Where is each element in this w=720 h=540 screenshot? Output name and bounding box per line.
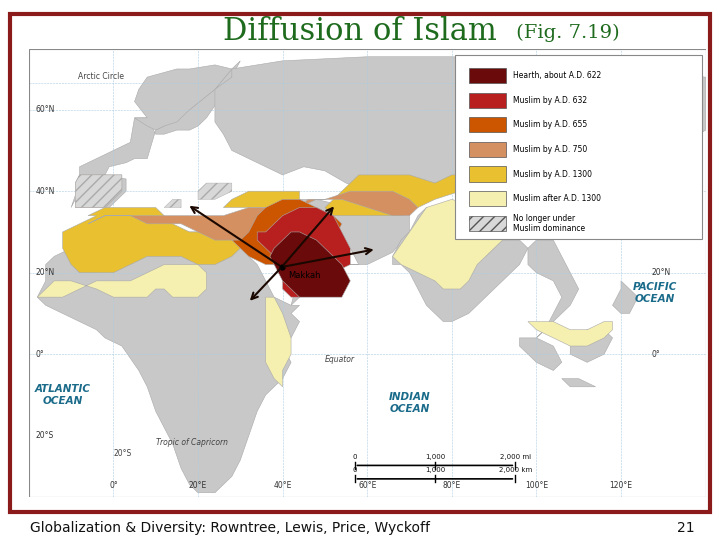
Text: Equator: Equator (325, 355, 355, 364)
Polygon shape (300, 191, 418, 215)
Text: 100°E: 100°E (525, 481, 548, 490)
Bar (469, 166, 506, 182)
Bar (469, 92, 506, 108)
Text: 21: 21 (678, 521, 695, 535)
Text: 80°E: 80°E (443, 481, 461, 490)
Text: Muslim by A.D. 632: Muslim by A.D. 632 (513, 96, 587, 105)
Polygon shape (76, 175, 122, 207)
Text: 20°N: 20°N (652, 268, 671, 277)
Polygon shape (37, 265, 207, 297)
Polygon shape (266, 297, 291, 387)
Text: No longer under
Muslim dominance: No longer under Muslim dominance (513, 214, 585, 233)
Text: Globalization & Diversity: Rowntree, Lewis, Price, Wyckoff: Globalization & Diversity: Rowntree, Lew… (30, 521, 430, 535)
Text: 0°: 0° (652, 350, 660, 359)
Text: PACIFIC
OCEAN: PACIFIC OCEAN (633, 282, 677, 304)
Polygon shape (88, 207, 266, 240)
Text: 0: 0 (352, 467, 357, 473)
Text: 1,000: 1,000 (425, 454, 445, 460)
Bar (469, 216, 506, 231)
Text: Muslim by A.D. 750: Muslim by A.D. 750 (513, 145, 587, 154)
Bar (469, 68, 506, 83)
Polygon shape (528, 240, 579, 338)
Text: 2,000 mi: 2,000 mi (500, 454, 531, 460)
Text: 60°E: 60°E (358, 481, 377, 490)
Text: (Fig. 7.19): (Fig. 7.19) (510, 24, 620, 42)
Text: 20°S: 20°S (114, 449, 132, 457)
FancyBboxPatch shape (455, 55, 702, 239)
Text: 0°: 0° (35, 350, 45, 359)
Polygon shape (257, 199, 410, 305)
Bar (469, 191, 506, 206)
Text: Hearth, about A.D. 622: Hearth, about A.D. 622 (513, 71, 601, 80)
Polygon shape (37, 232, 300, 492)
Text: 1,000: 1,000 (425, 467, 445, 473)
Polygon shape (164, 199, 181, 207)
Text: Diffusion of Islam: Diffusion of Islam (223, 17, 497, 48)
Text: INDIAN
OCEAN: INDIAN OCEAN (389, 392, 431, 414)
Text: Muslim by A.D. 655: Muslim by A.D. 655 (513, 120, 587, 129)
Text: ATLANTIC
OCEAN: ATLANTIC OCEAN (35, 384, 91, 406)
Polygon shape (223, 191, 300, 207)
Polygon shape (232, 199, 342, 265)
Polygon shape (392, 199, 503, 289)
Text: Muslim by A.D. 1300: Muslim by A.D. 1300 (513, 170, 592, 179)
Text: Muslim after A.D. 1300: Muslim after A.D. 1300 (513, 194, 600, 203)
Bar (469, 117, 506, 132)
Polygon shape (562, 379, 595, 387)
Polygon shape (71, 61, 240, 207)
Text: 60°N: 60°N (35, 105, 55, 114)
Text: 2,000 km: 2,000 km (499, 467, 532, 473)
Text: 20°E: 20°E (189, 481, 207, 490)
Polygon shape (135, 65, 232, 130)
Polygon shape (76, 175, 126, 207)
Bar (469, 142, 506, 157)
Text: Arctic Circle: Arctic Circle (78, 72, 124, 81)
Polygon shape (257, 207, 351, 297)
Polygon shape (520, 338, 562, 370)
Text: 20°S: 20°S (35, 431, 54, 440)
Polygon shape (613, 281, 638, 313)
Text: Makkah: Makkah (289, 272, 321, 280)
Text: 40°E: 40°E (274, 481, 292, 490)
Polygon shape (325, 175, 477, 215)
Polygon shape (198, 183, 232, 199)
Text: 40°N: 40°N (35, 187, 55, 195)
Polygon shape (76, 175, 122, 207)
Text: 20°N: 20°N (35, 268, 55, 277)
Polygon shape (215, 57, 706, 199)
Polygon shape (528, 322, 613, 346)
Polygon shape (270, 232, 351, 297)
Text: Tropic of Capricorn: Tropic of Capricorn (156, 438, 228, 448)
Polygon shape (570, 330, 613, 362)
Text: 0: 0 (352, 454, 357, 460)
Text: 120°E: 120°E (610, 481, 632, 490)
Text: 0°: 0° (109, 481, 118, 490)
Polygon shape (392, 207, 528, 322)
Polygon shape (63, 199, 283, 273)
